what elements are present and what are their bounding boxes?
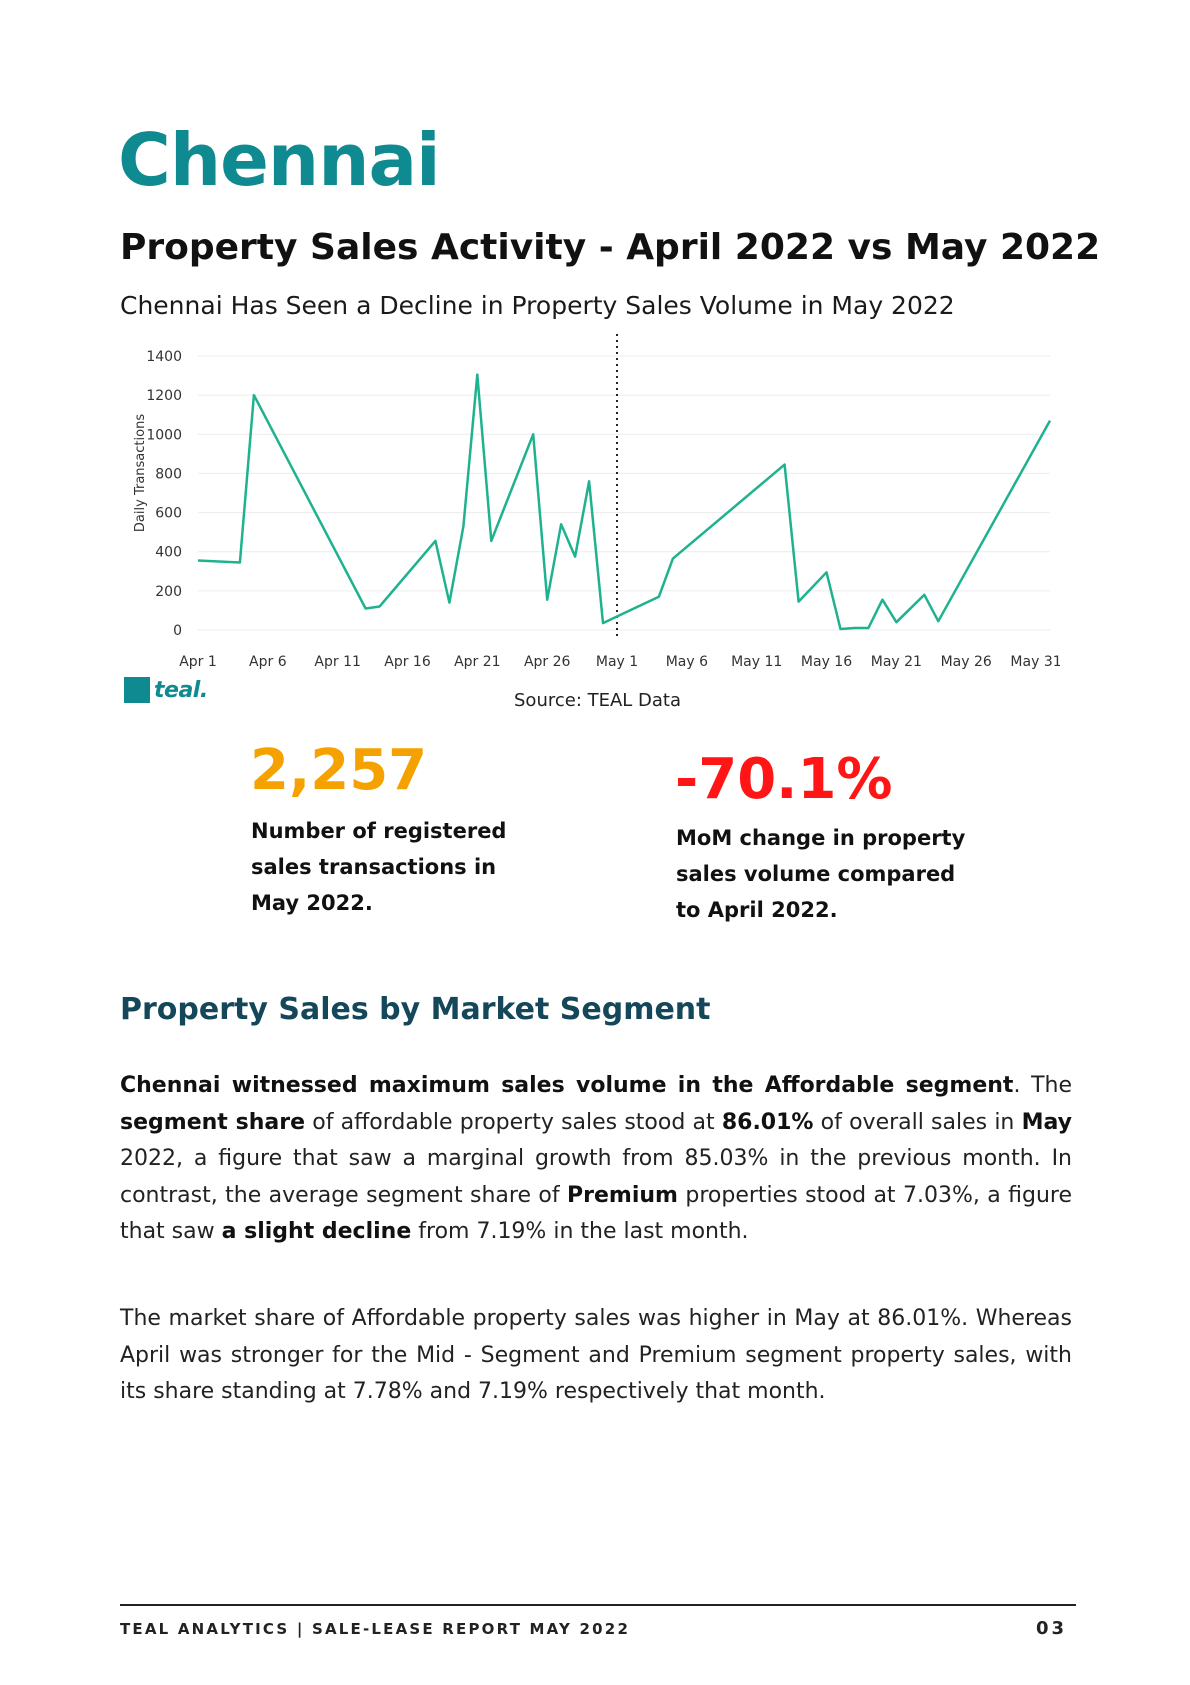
p1-text-6: from 7.19% in the last month. — [411, 1219, 749, 1244]
y-tick-label: 600 — [155, 506, 182, 522]
teal-logo: teal. — [124, 677, 208, 703]
x-tick-label: May 16 — [801, 654, 852, 670]
footer-divider — [120, 1604, 1076, 1606]
y-tick-label: 1200 — [146, 388, 182, 404]
x-tick-label: May 1 — [596, 654, 638, 670]
teal-logo-square-icon — [124, 677, 150, 703]
x-tick-label: May 26 — [941, 654, 992, 670]
footer-page-number: 03 — [1036, 1618, 1068, 1639]
p1-text-3: of overall sales in — [813, 1109, 1022, 1135]
p1-text-1: . The — [1013, 1073, 1072, 1098]
p1-bold-slight-decline: a slight decline — [221, 1219, 412, 1244]
x-tick-label: May 31 — [1010, 654, 1060, 670]
x-tick-label: Apr 21 — [454, 654, 500, 670]
teal-logo-text: teal. — [154, 677, 208, 703]
stat-mom-change-value: -70.1% — [675, 747, 893, 812]
y-axis-label: Daily Transactions — [133, 414, 148, 532]
p1-text-5: properties stood at 7.03%, a figure that… — [120, 1182, 1072, 1245]
stat-transactions-description: Number of registered sales transactions … — [251, 819, 507, 915]
report-title: Property Sales Activity - April 2022 vs … — [120, 227, 1101, 268]
x-tick-label: May 21 — [871, 654, 922, 670]
p1-text-2: of affordable property sales stood at — [305, 1109, 722, 1135]
p1-text-4: 2022, a figure that saw a marginal growt… — [120, 1146, 1072, 1208]
segment-paragraph-2: The market share of Affordable property … — [120, 1306, 1072, 1404]
p1-bold-affordable: Chennai witnessed maximum sales volume i… — [120, 1073, 1014, 1098]
p1-bold-share-value: 86.01% — [721, 1109, 814, 1135]
y-tick-label: 1000 — [146, 427, 182, 443]
segment-paragraph-1: Chennai witnessed maximum sales volume i… — [120, 1068, 1072, 1251]
section-heading: Property Sales by Market Segment — [120, 992, 711, 1027]
x-tick-label: Apr 6 — [249, 654, 287, 670]
daily-transactions-chart: 0 200 400 600 800 1000 1200 1400 Apr 1 Apr 6 Apr 1… — [133, 330, 1060, 670]
x-tick-label: Apr 26 — [524, 654, 571, 670]
x-tick-label: Apr 11 — [314, 654, 360, 670]
y-tick-label: 800 — [155, 466, 182, 482]
y-tick-label: 200 — [155, 584, 182, 600]
stat-mom-change-description: MoM change in property sales volume comp… — [676, 826, 966, 922]
y-tick-label: 400 — [155, 545, 182, 561]
chart-subtitle: Chennai Has Seen a Decline in Property S… — [120, 291, 955, 320]
y-tick-label: 0 — [173, 623, 182, 639]
city-title: Chennai — [118, 118, 441, 202]
x-tick-label: Apr 16 — [384, 654, 431, 670]
chart-source: Source: TEAL Data — [514, 690, 682, 711]
series-line — [197, 373, 1052, 631]
p1-bold-segment-share: segment share — [120, 1109, 306, 1135]
y-tick-label: 1400 — [146, 349, 182, 365]
footer-report-name: TEAL ANALYTICS | SALE-LEASE REPORT MAY 2… — [120, 1620, 631, 1638]
x-tick-label: May 6 — [666, 654, 708, 670]
p1-bold-may: May — [1021, 1109, 1072, 1135]
stat-transactions-value: 2,257 — [250, 738, 428, 803]
p1-bold-premium: Premium — [567, 1182, 678, 1208]
x-tick-label: May 11 — [731, 654, 782, 670]
x-tick-label: Apr 1 — [179, 654, 217, 670]
